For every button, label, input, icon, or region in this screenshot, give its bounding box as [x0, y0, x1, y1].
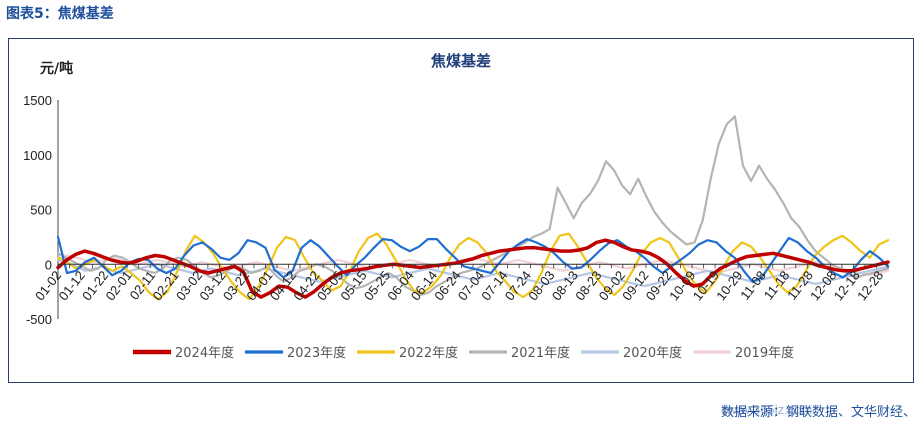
chart-frame — [8, 38, 914, 383]
y-tick-label: 1500 — [23, 93, 52, 108]
legend-label: 2024年度 — [175, 345, 234, 361]
y-tick-label: -500 — [26, 312, 52, 327]
source-note: 数据来源：钢联数据、文华财经、 — [720, 405, 916, 420]
series-line-2022年度 — [56, 232, 890, 301]
series-line-2020年度 — [56, 258, 890, 288]
series-line-2023年度 — [56, 235, 890, 283]
y-axis-unit: 元/吨 — [40, 60, 73, 77]
legend: 2024年度 2023年度 2022年度 2021年度 2020年度 2019年度 — [133, 345, 794, 361]
watermark: www.365jz.com — [722, 402, 813, 417]
legend-label: 2020年度 — [623, 345, 682, 361]
legend-label: 2019年度 — [735, 345, 794, 361]
figure-title: 图表5：焦煤基差 — [6, 6, 114, 22]
y-tick-label: 0 — [45, 257, 52, 272]
y-axis-ticks: -500 0 500 1000 1500 — [23, 93, 59, 327]
chart-title: 焦煤基差 — [430, 52, 491, 70]
legend-label: 2023年度 — [287, 345, 346, 361]
legend-label: 2022年度 — [399, 345, 458, 361]
y-tick-label: 500 — [30, 203, 52, 218]
series-line-2024年度 — [56, 238, 890, 299]
legend-label: 2021年度 — [511, 345, 570, 361]
y-tick-label: 1000 — [23, 148, 52, 163]
